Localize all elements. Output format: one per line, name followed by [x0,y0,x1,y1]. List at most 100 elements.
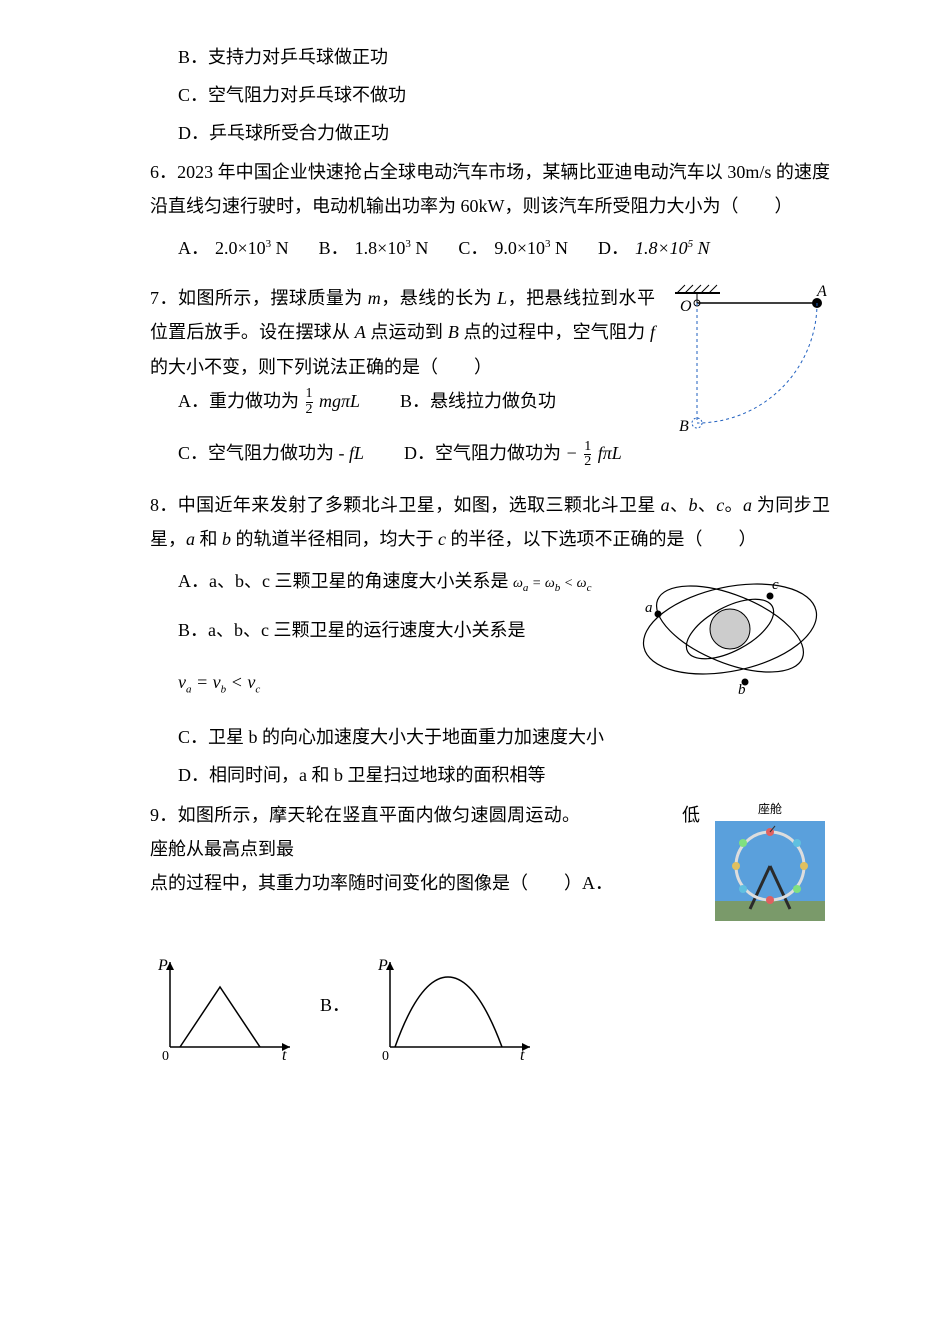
q8-b-body: a、b、c 三颗卫星的运行速度大小关系是 [208,620,525,640]
q6-d-unit: N [693,238,710,258]
q8-opt-d: D．相同时间，a 和 b 卫星扫过地球的面积相等 [178,758,830,792]
q8-a-pref: A． [178,571,209,591]
q8-v1: v [178,672,186,692]
q7-row-cd: C．空气阻力做功为 - fL D．空气阻力做功为 − 12 fπL [178,436,655,470]
q7-fig-O: O [680,298,692,315]
q6-c-unit: N [551,238,569,258]
q9-graph-a: P 0 t [150,952,300,1062]
q6-b-pref: B． [319,231,349,265]
q6-opt-b: B． 1.8×103 N [319,231,429,265]
q7-opt-c: C．空气阻力做功为 - fL [178,436,364,470]
q6-a-unit: N [271,238,289,258]
q6-options: A． 2.0×103 N B． 1.8×103 N C． 9.0×103 N D… [178,231,830,265]
q7-L: L [497,288,507,308]
q7-opt-b: B．悬线拉力做负功 [400,384,556,418]
q7-row-ab: A．重力做功为 12 mgπL B．悬线拉力做负功 [178,384,655,418]
q7-d-tail: fπL [598,443,622,463]
q6-d-pref: D． [598,231,629,265]
q8-opt-c: C．卫星 b 的向心加速度大小大于地面重力加速度大小 [178,720,830,754]
q8-a-w1: ω [513,576,523,591]
q7-Bpt: B [448,322,459,342]
ferris-label: 座舱 [710,798,830,821]
q8-figure: a b c [630,564,830,705]
q6-stem: 6．2023 年中国企业快速抢占全球电动汽车市场，某辆比亚迪电动汽车以 30m/… [150,155,830,223]
q7-fig-A: A [816,283,827,300]
q9-a-axis-t: t [282,1047,287,1062]
q7-a-pref: A．重力做功为 [178,391,299,411]
q7-figure: O A B [665,281,830,457]
q8-a-w3: ω [577,576,587,591]
q8-vc: c [255,684,260,696]
q6-opt-d: D． 1.8×105 N [598,231,710,265]
q5-opt-b: B．支持力对乒乓球做正功 [178,40,830,74]
q6-d-val: 1.8×10 [635,238,688,258]
q8-sa2: a [743,495,752,515]
q7-d-pref: D．空气阻力做功为 [404,443,561,463]
q7-m: m [368,288,381,308]
q9-a-axis-p: P [157,957,168,974]
q9-a-zero: 0 [162,1049,169,1062]
q8-vlt: < [226,672,247,692]
q8-a-wc: c [587,582,592,594]
q7-s2: ，悬线的长为 [381,288,497,308]
q8-s2: 。 [724,495,743,515]
q7-s6: 的大小不变，则下列说法正确的是（ ） [150,357,492,377]
q8-fig-b: b [738,682,746,694]
q9-graph-b: P 0 t [370,952,540,1062]
q8-sb2: b [222,529,231,549]
q7-opt-d: D．空气阻力做功为 − 12 fπL [404,436,622,470]
q8-sc2: c [438,529,446,549]
q7-a-tail: mgπL [319,391,360,411]
q7-opt-a: A．重力做功为 12 mgπL [178,384,360,418]
q5-opt-d: D．乒乓球所受合力做正功 [178,116,830,150]
q8-sa: a [661,495,670,515]
q5-opt-c: C．空气阻力对乒乓球不做功 [178,78,830,112]
q7-c-pref: C．空气阻力做功为 [178,443,334,463]
q6-b-unit: N [411,238,429,258]
q6-b-val: 1.8×10 [355,238,406,258]
q7-Apt: A [355,322,366,342]
q6-opt-a: A． 2.0×103 N [178,231,289,265]
q7-s1: 7．如图所示，摆球质量为 [150,288,368,308]
q9-b-zero: 0 [382,1049,389,1062]
q8-veq: = [192,672,213,692]
q7-s5: 点的过程中，空气阻力 [459,322,650,342]
q7: O A B 7．如图所示，摆球质量为 m，悬线的长为 L，把悬线拉到水平位置后放… [150,281,830,470]
q8-fig-c: c [772,577,779,593]
q9: 座舱 9．如图所示，摩天轮在竖直平面内做匀速圆周运动。座舱从最高点到最 低 点的… [150,798,830,901]
q8-a-w2: ω [545,576,555,591]
q8-sa3: a [186,529,195,549]
q9-opt-b: B． [320,988,350,1022]
q7-s4: 点运动到 [366,322,448,342]
q8-s6: 的半径，以下选项不正确的是（ ） [446,529,757,549]
q9-stem-left: 9．如图所示，摩天轮在竖直平面内做匀速圆周运动。座舱从最高点到最 [150,798,580,866]
q8-a-lt: < [560,576,576,591]
q8-a-eq: = [528,576,544,591]
q7-a-num: 1 [306,387,313,402]
q6-a-pref: A． [178,231,209,265]
q7-c-tail: - fL [339,443,365,463]
q8-fig-a: a [645,600,653,616]
q8-b-pref: B． [178,620,208,640]
q8-sb: b [688,495,697,515]
q6-c-val: 9.0×10 [494,238,545,258]
q7-d-sign: − [566,443,578,463]
q9-b-axis-p: P [377,957,388,974]
q6-a-val: 2.0×10 [215,238,266,258]
q8: 8．中国近年来发射了多颗北斗卫星，如图，选取三颗北斗卫星 a、b、c。a 为同步… [150,488,830,556]
q8-a-body: a、b、c 三颗卫星的角速度大小关系是 [209,571,513,591]
q9-graphs: P 0 t B． P 0 t [150,952,830,1062]
q7-fig-B: B [679,418,689,435]
q6-opt-c: C． 9.0×103 N [458,231,568,265]
q8-s5: 的轨道半径相同，均大于 [231,529,438,549]
q8-v2: v [213,672,221,692]
q7-f: f [650,322,655,342]
q7-d-den: 2 [584,454,591,470]
q9-b-axis-t: t [520,1047,525,1062]
q9-stem-right: 低 [682,798,700,866]
q7-d-num: 1 [584,440,591,455]
q8-s4: 和 [195,529,222,549]
q7-a-den: 2 [306,402,313,418]
q9-ferris-figure: 座舱 [710,798,830,932]
q6-c-pref: C． [458,231,488,265]
